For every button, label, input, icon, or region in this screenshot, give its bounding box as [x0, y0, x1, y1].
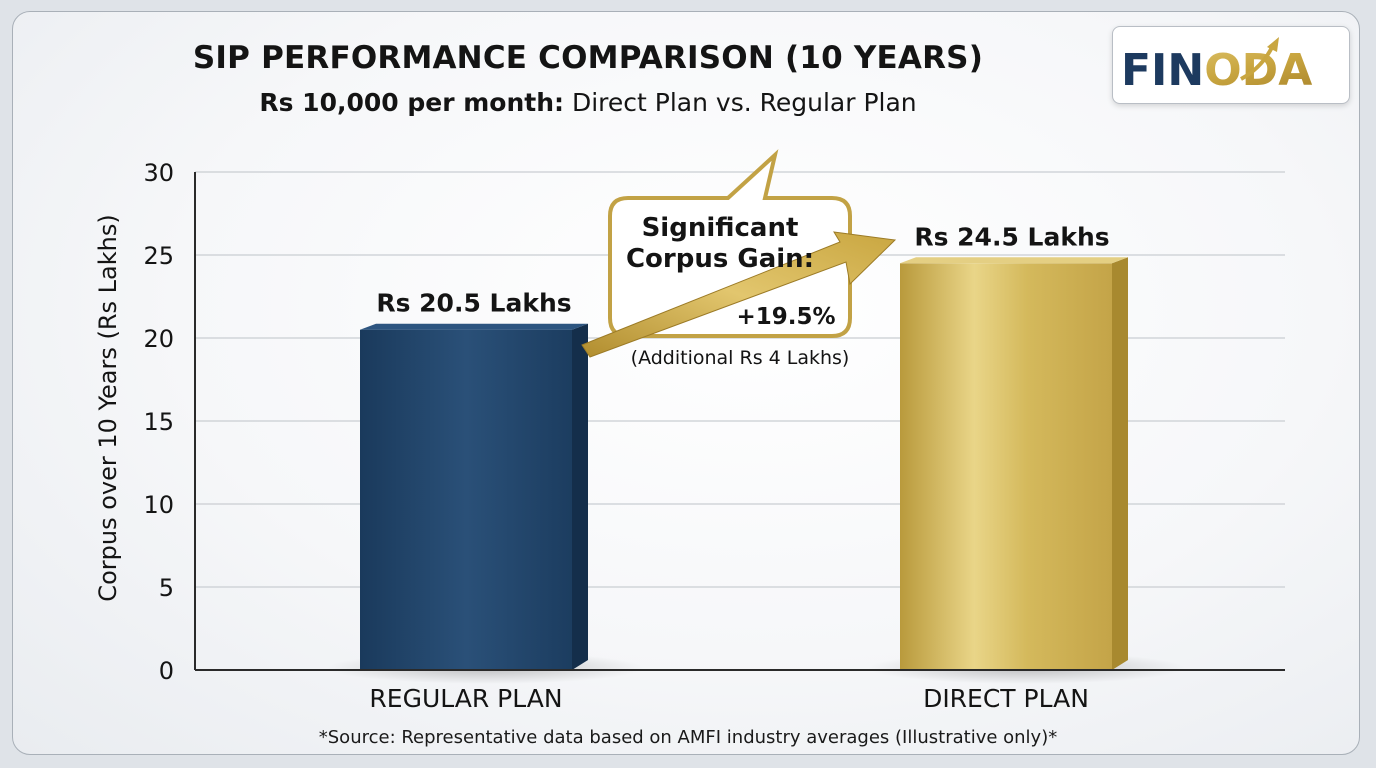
- y-tick-label: 20: [143, 325, 174, 353]
- bar-side: [1112, 257, 1128, 670]
- callout-percent: +19.5%: [736, 304, 835, 330]
- bar-top: [360, 323, 588, 330]
- y-axis: 0 5 10 15 20 25 30: [143, 159, 196, 685]
- gain-callout: Significant Corpus Gain: +19.5% (Additio…: [581, 149, 897, 369]
- bar-top: [900, 257, 1128, 264]
- y-tick-label: 0: [159, 657, 174, 685]
- y-tick-label: 25: [143, 242, 174, 270]
- x-category-label: DIRECT PLAN: [923, 684, 1089, 713]
- logo-text-gold: ODA: [1204, 45, 1312, 96]
- bar-regular-plan: [360, 329, 572, 670]
- callout-note: (Additional Rs 4 Lakhs): [631, 347, 850, 369]
- finoda-logo: FINODA: [1112, 26, 1350, 104]
- subtitle-rest: Direct Plan vs. Regular Plan: [564, 88, 917, 117]
- y-tick-label: 5: [159, 574, 174, 602]
- chart-subtitle: Rs 10,000 per month: Direct Plan vs. Reg…: [0, 88, 1376, 117]
- gain-arrow-icon: [581, 231, 897, 358]
- callout-line2: Corpus Gain:: [626, 244, 814, 274]
- x-category-label: REGULAR PLAN: [369, 684, 562, 713]
- y-tick-label: 15: [143, 408, 174, 436]
- chart-title: SIP PERFORMANCE COMPARISON (10 YEARS): [192, 40, 984, 76]
- logo-wordmark: FINODA: [1121, 45, 1312, 96]
- bar-value-label: Rs 24.5 Lakhs: [914, 222, 1109, 251]
- logo-text-navy: FIN: [1121, 45, 1204, 96]
- chart-frame: [12, 11, 1360, 755]
- bar-value-label: Rs 20.5 Lakhs: [376, 289, 571, 318]
- subtitle-bold: Rs 10,000 per month:: [259, 88, 565, 117]
- y-tick-label: 10: [143, 491, 174, 519]
- bar-direct-plan: [900, 263, 1112, 670]
- logo-arrow-head-icon: [1267, 37, 1279, 52]
- callout-line1: Significant: [642, 213, 799, 243]
- y-tick-label: 30: [143, 159, 174, 187]
- source-footnote: *Source: Representative data based on AM…: [318, 727, 1058, 748]
- callout-bubble: [608, 149, 852, 338]
- bars: Rs 20.5 Lakhs REGULAR PLAN Rs 24.5 Lakhs DI…: [195, 222, 1285, 713]
- y-axis-label: Corpus over 10 Years (Rs Lakhs): [94, 214, 122, 601]
- bar-side: [572, 323, 588, 670]
